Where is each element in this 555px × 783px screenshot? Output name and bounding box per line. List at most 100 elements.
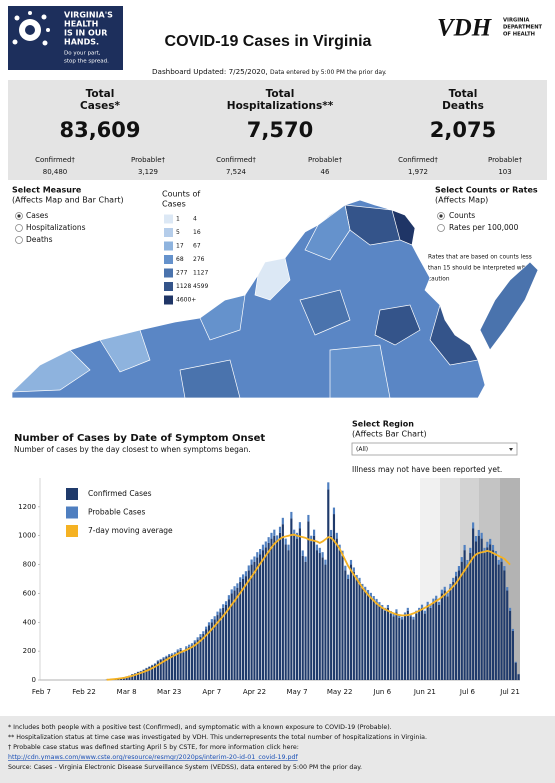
radio[interactable] <box>15 224 23 232</box>
bar <box>361 583 364 588</box>
page-title: COVID-19 Cases in Virginia <box>165 33 372 50</box>
bar <box>301 550 304 556</box>
bar <box>313 529 316 536</box>
radio-label[interactable]: Counts <box>449 211 475 220</box>
agency-name: VIRGINIA <box>503 18 529 24</box>
bar <box>355 574 358 579</box>
radio-label[interactable]: Cases <box>26 211 48 220</box>
bar <box>429 607 432 680</box>
bar <box>517 674 520 680</box>
bar <box>472 522 475 529</box>
footnote-link[interactable]: http://cdn.ymaws.com/www.cste.org/resour… <box>8 754 298 761</box>
bar <box>375 602 378 680</box>
bar <box>483 553 486 680</box>
bar <box>358 581 361 680</box>
legend-label: 276 <box>193 256 205 263</box>
y-tick-label: 800 <box>23 561 36 569</box>
bar <box>165 655 168 657</box>
rate-note: caution <box>428 277 450 283</box>
bar <box>236 583 239 588</box>
bar <box>227 599 230 680</box>
footnote: * Includes both people with a positive t… <box>8 724 392 731</box>
bar <box>412 616 415 620</box>
bar <box>173 652 176 655</box>
x-tick-label: Apr 22 <box>243 688 266 696</box>
radio[interactable] <box>437 224 445 232</box>
bar <box>259 554 262 680</box>
bar <box>213 619 216 680</box>
bar <box>207 625 211 680</box>
bar <box>190 645 194 680</box>
bar <box>420 607 424 680</box>
radio[interactable] <box>15 212 23 220</box>
bar <box>284 538 287 545</box>
dropdown-value[interactable]: (All) <box>356 446 368 453</box>
legend-label: 7-day moving average <box>88 526 173 535</box>
bar <box>355 579 358 680</box>
bar <box>381 607 384 680</box>
bar <box>332 507 336 515</box>
radio-label[interactable]: Hospitalizations <box>26 223 86 232</box>
bar <box>281 517 284 525</box>
legend-label: 4599 <box>193 283 208 290</box>
bar <box>480 532 483 539</box>
radio[interactable] <box>437 212 445 220</box>
bar <box>230 589 233 594</box>
bar <box>330 535 333 680</box>
control-subtitle: (Affects Bar Chart) <box>352 430 427 439</box>
bar <box>423 613 426 680</box>
bar <box>511 628 514 631</box>
bar <box>136 672 140 680</box>
bar <box>480 538 483 680</box>
control-subtitle: (Affects Map and Bar Chart) <box>12 196 124 205</box>
radio-label[interactable]: Rates per 100,000 <box>449 223 519 232</box>
region-dropdown[interactable] <box>351 442 518 456</box>
probable-label: Probable† <box>308 156 343 164</box>
bar <box>313 535 316 680</box>
bar <box>500 561 503 680</box>
bar <box>162 657 165 659</box>
bar <box>205 629 208 680</box>
legend-label: Probable Cases <box>88 508 145 517</box>
legend-label: 16 <box>193 229 201 236</box>
virginia-map[interactable] <box>11 199 539 399</box>
bar <box>378 604 381 680</box>
bar <box>443 586 446 591</box>
bar <box>489 538 492 545</box>
bar <box>216 615 219 680</box>
updated-note: Data entered by 5:00 PM the prior day. <box>270 69 387 76</box>
bar <box>276 541 279 680</box>
bar <box>179 649 182 680</box>
bar <box>301 555 304 680</box>
x-tick-label: Apr 7 <box>202 688 221 696</box>
bar <box>511 630 514 680</box>
bar <box>349 564 353 680</box>
bar <box>281 524 284 680</box>
legend-swatch <box>164 255 173 264</box>
radio[interactable] <box>15 236 23 244</box>
bar <box>392 616 395 680</box>
summary-label: Total <box>86 88 115 100</box>
bar <box>267 542 270 680</box>
bar <box>145 667 148 669</box>
bar <box>361 587 364 680</box>
bar <box>508 610 512 680</box>
bar <box>273 529 276 536</box>
bar <box>193 640 196 643</box>
footnote: Source: Cases - Virginia Electronic Dise… <box>8 764 362 771</box>
control-title: Select Counts or Rates <box>435 186 538 195</box>
bar <box>202 633 205 680</box>
bar <box>335 532 338 539</box>
bar <box>176 649 179 652</box>
control-subtitle: (Affects Map) <box>435 196 488 205</box>
bar <box>366 589 370 594</box>
bar <box>395 609 398 613</box>
bar <box>418 607 421 611</box>
bar <box>466 564 469 680</box>
rate-note: Rates that are based on counts less <box>428 255 532 261</box>
probable-value: 46 <box>321 168 330 176</box>
radio-label[interactable]: Deaths <box>26 235 53 244</box>
bar <box>304 556 307 562</box>
bar <box>159 658 162 660</box>
bar <box>295 538 299 680</box>
